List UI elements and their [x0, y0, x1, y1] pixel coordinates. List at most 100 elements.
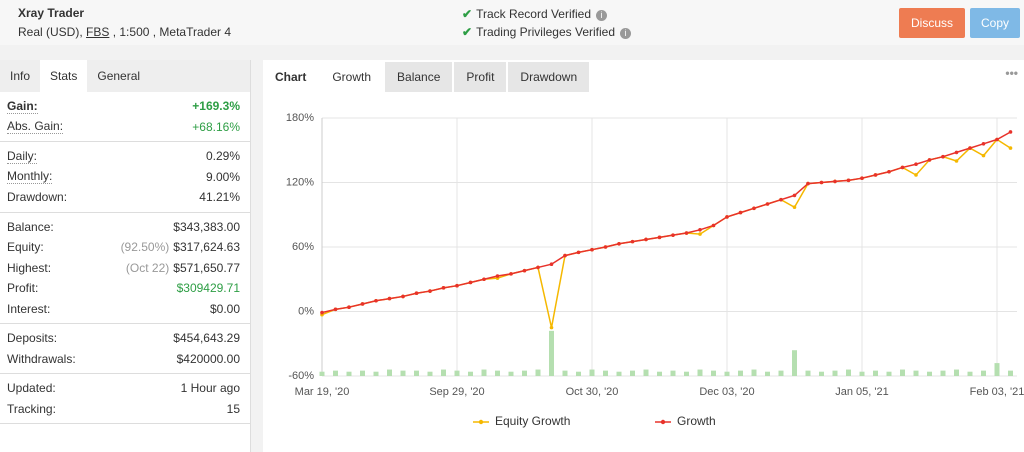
volume-bar	[981, 370, 986, 376]
discuss-button[interactable]: Discuss	[899, 8, 965, 38]
chart-tab[interactable]: Profit	[454, 62, 507, 92]
stat-value: $309429.71	[176, 281, 240, 296]
x-tick-label: Dec 03, '20	[699, 386, 754, 398]
series-point	[360, 302, 365, 306]
broker-link[interactable]: FBS	[86, 25, 110, 39]
volume-bar	[670, 370, 676, 376]
volume-bar	[778, 370, 784, 376]
tab-bar: Info Stats General	[0, 60, 250, 92]
chart-tab[interactable]: Drawdown	[508, 62, 590, 92]
verified-text: Trading Privileges Verified	[476, 25, 616, 39]
series-point	[914, 173, 918, 177]
series-point	[603, 245, 608, 249]
stats-row: Deposits: $454,643.29	[7, 328, 240, 349]
series-point	[563, 253, 567, 258]
stats-row: Updated: 1 Hour ago	[7, 378, 240, 399]
series-point	[927, 158, 932, 162]
series-point	[981, 153, 986, 158]
chart-panel: Chart Growth Balance Profit Drawdown ••• -60…	[263, 60, 1024, 452]
chart: -60% 0% 60% 120% 180% Mar 19, '20 Sep 29, '20 O…	[286, 112, 1024, 428]
tab[interactable]: Stats	[40, 60, 88, 92]
verified-text: Track Record Verified	[476, 7, 591, 21]
series-point	[738, 210, 743, 215]
volume-bar	[576, 371, 581, 376]
series-point	[779, 197, 783, 202]
account-text: Real (USD),	[18, 25, 83, 39]
volume-bar	[454, 370, 460, 376]
stat-value: $343,383.00	[173, 219, 240, 234]
chart-tab[interactable]: Balance	[385, 62, 453, 92]
verified-item: ✔ Track Record Verified i	[462, 7, 607, 21]
series-point	[860, 176, 864, 180]
tab[interactable]: Info	[10, 69, 31, 83]
chart-tab[interactable]: Growth	[320, 62, 384, 92]
series-point	[320, 310, 324, 315]
series-point	[954, 159, 959, 163]
stat-label: Daily:	[7, 148, 38, 164]
series-point	[684, 231, 689, 235]
volume-bar	[684, 371, 689, 376]
volume-bar	[495, 370, 500, 376]
stat-value-wrap: (Oct 22) $571,650.77	[126, 261, 240, 275]
menu-dots[interactable]: •••	[1005, 66, 1018, 80]
series-point	[468, 280, 473, 285]
stat-value: 0.29%	[205, 149, 240, 164]
stat-value-wrap: 15	[227, 402, 240, 416]
stats-list: Gain: +169.3% Abs. Gain: +68.16% Daily: 0.29%…	[0, 92, 250, 424]
volume-bar	[765, 371, 770, 376]
trader-name: Xray Trader	[18, 6, 85, 20]
stats-panel: Info Stats General Gain: +169.3% Abs. Gain: +…	[0, 60, 251, 452]
series-point	[765, 202, 770, 206]
volume-bar	[400, 370, 406, 376]
series-point	[752, 206, 756, 211]
stat-label: Updated:	[7, 381, 56, 396]
series-point	[819, 180, 824, 185]
volume-bar	[603, 370, 608, 376]
series-point	[644, 237, 648, 242]
stat-label: Interest:	[7, 301, 51, 316]
series-point	[387, 296, 392, 301]
stat-value-wrap: $309429.71	[177, 281, 240, 295]
series-point	[482, 277, 486, 282]
stat-value-wrap: +68.16%	[192, 120, 240, 134]
series-point	[698, 232, 702, 236]
volume-bar	[589, 369, 595, 376]
series-point	[374, 298, 378, 303]
series-point	[1008, 146, 1013, 150]
stat-value: 1 Hour ago	[180, 381, 240, 396]
series-point	[725, 215, 729, 219]
volume-bar	[535, 369, 541, 376]
stat-value-wrap: 41.21%	[199, 190, 240, 204]
stat-value: 41.21%	[199, 190, 240, 205]
stat-value: $317,624.63	[173, 240, 240, 255]
stats-group: Balance: $343,383.00 Equity: (92.50%) $317,6…	[0, 213, 250, 324]
tab[interactable]: General	[97, 69, 141, 83]
stat-value: $0.00	[209, 301, 240, 316]
series-point	[401, 294, 405, 299]
series-point	[536, 265, 540, 270]
stat-value: $420000.00	[176, 351, 240, 366]
stat-label: Gain:	[7, 98, 38, 114]
series-point	[792, 205, 797, 210]
chart-tab[interactable]: Chart	[263, 62, 319, 92]
stat-value-wrap: 0.29%	[206, 149, 240, 163]
stat-label: Highest:	[7, 260, 52, 275]
stat-label: Tracking:	[7, 401, 56, 416]
volume-bar	[873, 370, 878, 376]
volume-bar	[913, 370, 919, 376]
series-point	[900, 165, 905, 170]
account-text: , 1:500 , MetaTrader 4	[112, 25, 232, 39]
stat-value: 15	[226, 401, 240, 416]
volume-bar	[697, 369, 703, 376]
series-point	[792, 193, 797, 198]
header: Xray Trader Real (USD), FBS , 1:500 , Me…	[0, 0, 1024, 45]
stat-note: (Oct 22)	[125, 260, 170, 275]
volume-bar	[346, 371, 352, 376]
volume-bar	[792, 350, 797, 376]
stat-label: Monthly:	[7, 169, 53, 185]
series-point	[549, 262, 554, 266]
x-tick-label: Oct 30, '20	[566, 386, 619, 398]
copy-button[interactable]: Copy	[970, 8, 1020, 38]
volume-bar	[805, 370, 811, 376]
